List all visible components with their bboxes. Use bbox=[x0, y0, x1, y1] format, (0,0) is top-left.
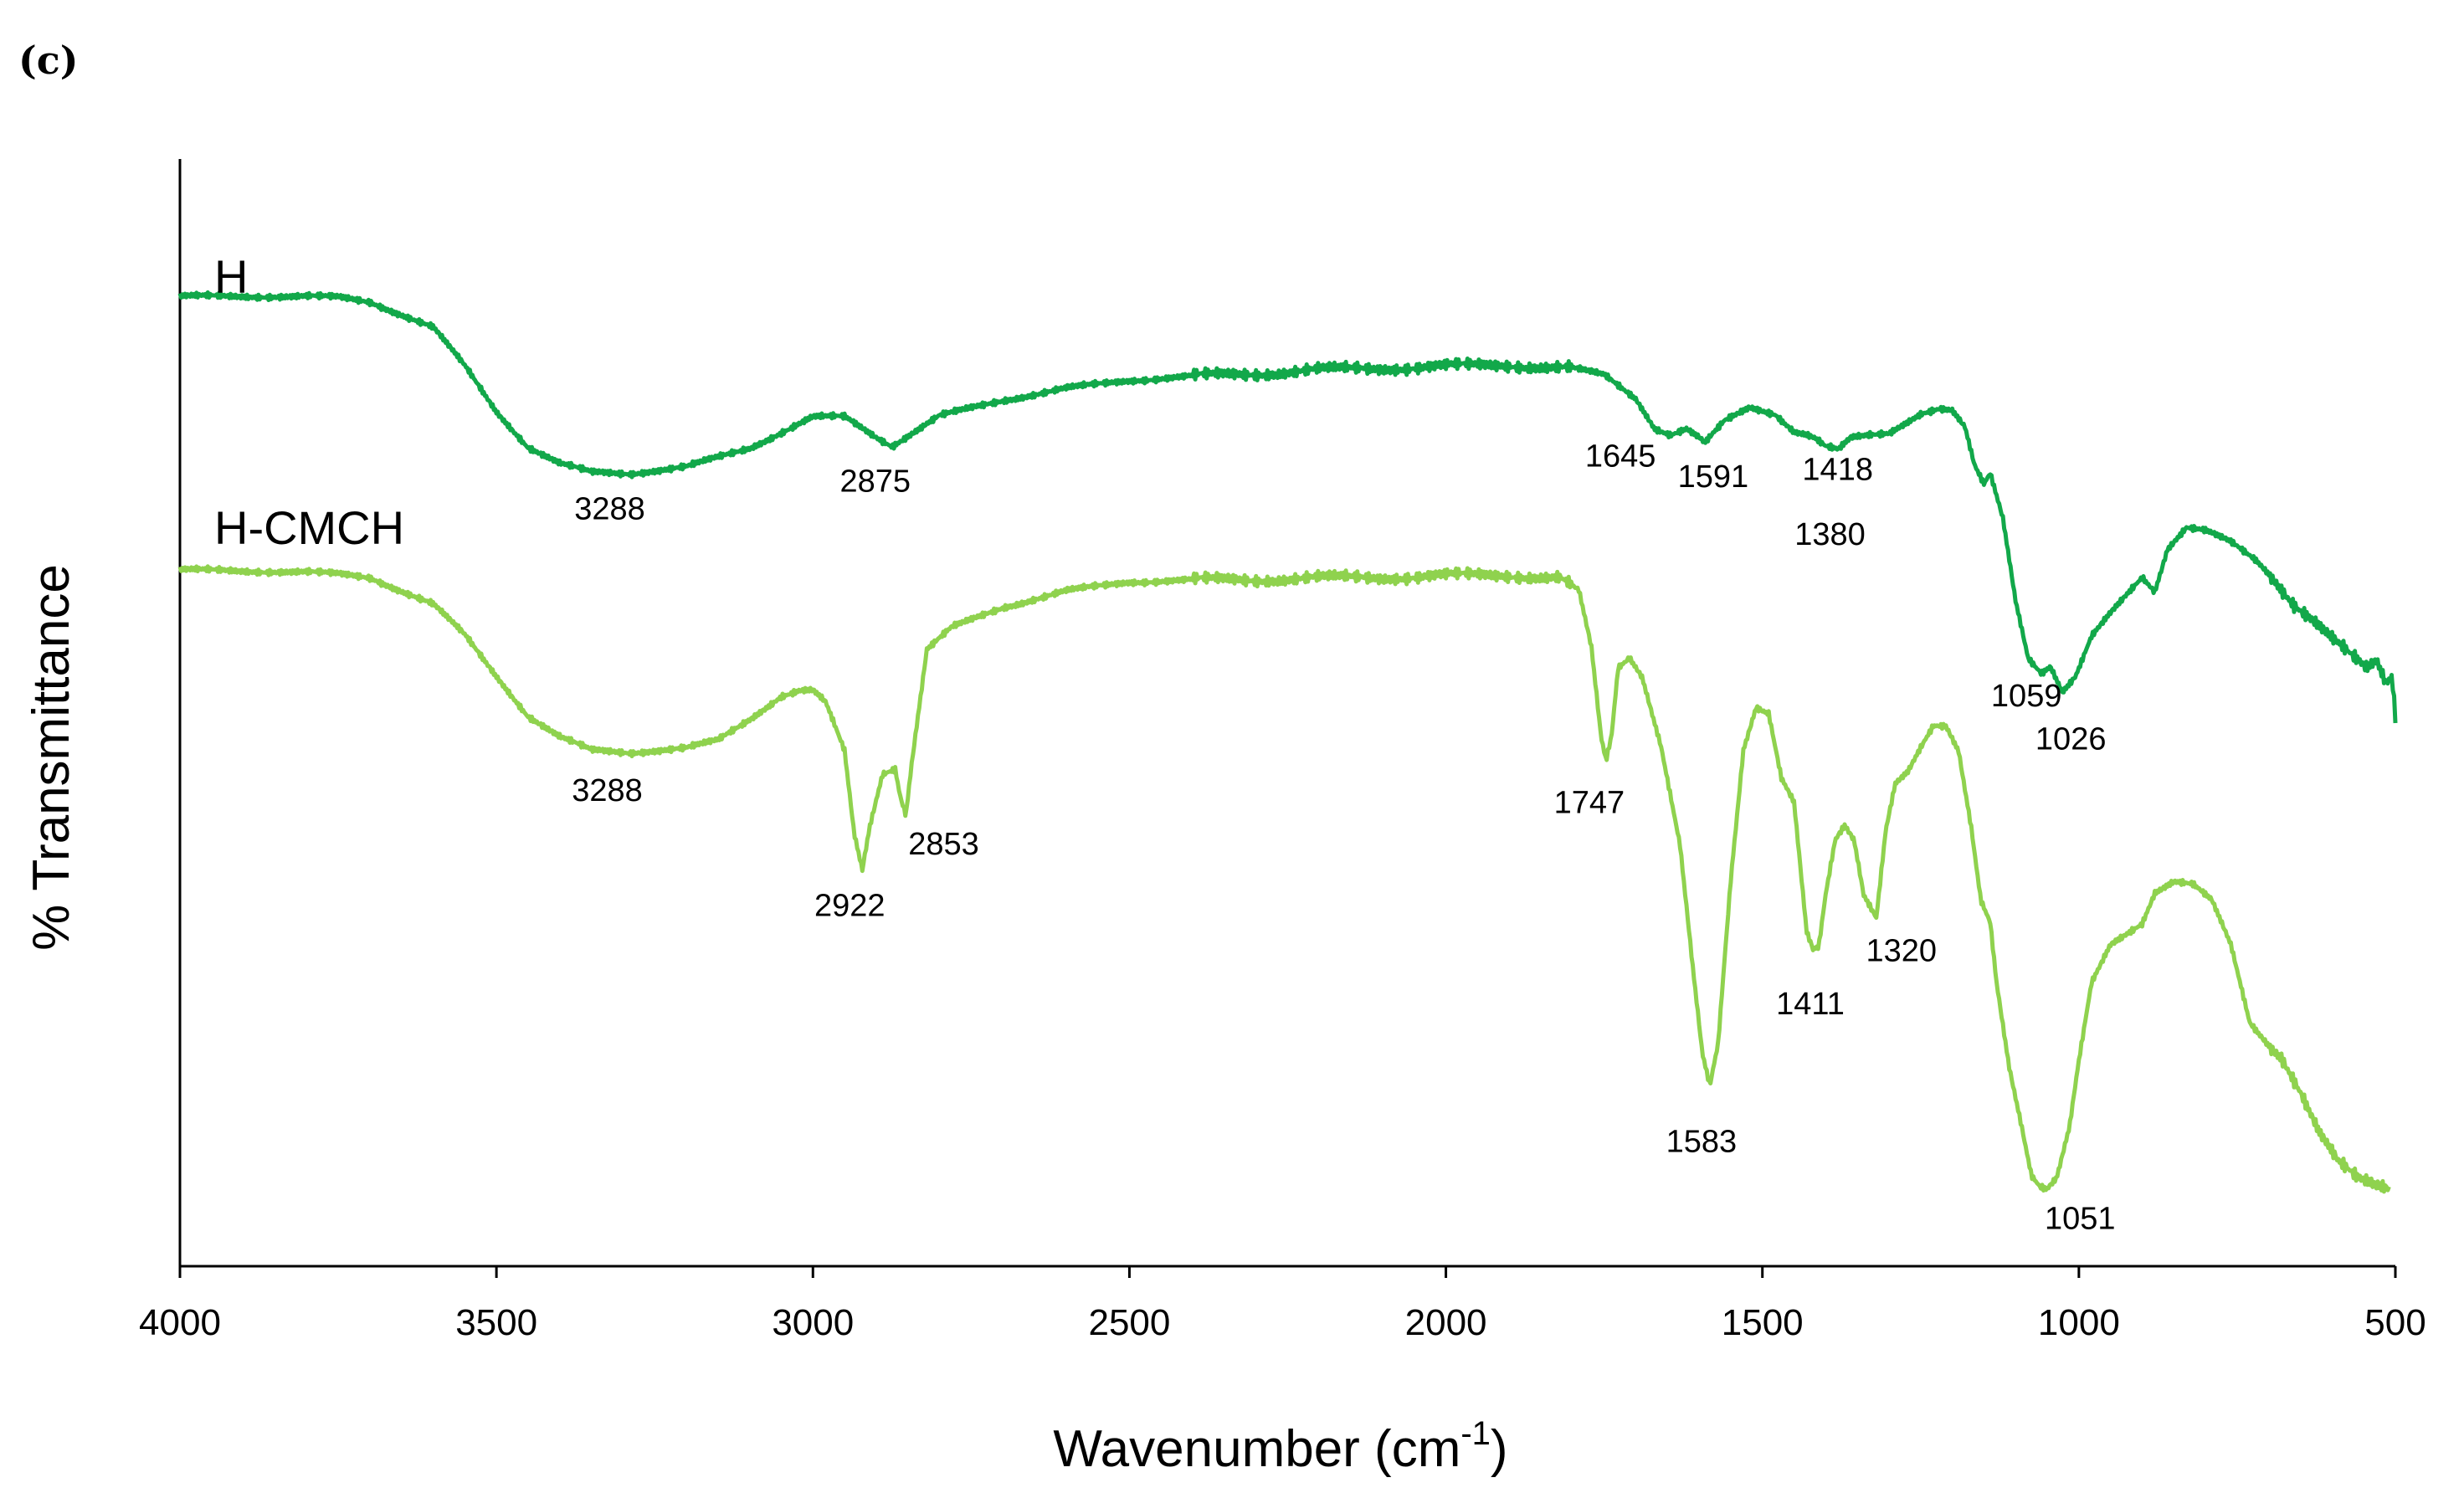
peak-label: 3288 bbox=[572, 773, 643, 808]
x-axis-title: Wavenumber (cm-1) bbox=[1053, 1415, 1507, 1478]
x-axis-title-close: ) bbox=[1491, 1420, 1508, 1478]
peak-label: 1051 bbox=[2045, 1201, 2116, 1236]
peak-label: 1591 bbox=[1678, 459, 1749, 495]
peak-label: 1411 bbox=[1776, 987, 1845, 1022]
x-tick-label: 3000 bbox=[772, 1302, 854, 1343]
x-axis-title-main: Wavenumber (cm bbox=[1053, 1420, 1460, 1478]
x-tick-label: 2000 bbox=[1405, 1302, 1487, 1343]
series-layer bbox=[177, 290, 2398, 1194]
panel-label: (c) bbox=[18, 38, 79, 83]
peak-label: 1418 bbox=[1802, 452, 1873, 487]
peak-label: 1645 bbox=[1585, 439, 1656, 474]
peak-label: 3288 bbox=[574, 492, 645, 527]
x-ticks: 4000 3500 3000 2500 2000 1500 1000 500 bbox=[139, 1266, 2426, 1343]
series-line-h-cmch bbox=[177, 564, 2391, 1194]
series-label-h: H bbox=[214, 250, 248, 303]
peak-label: 1380 bbox=[1794, 517, 1866, 552]
peak-label: 1320 bbox=[1866, 933, 1938, 968]
peak-label: 1583 bbox=[1666, 1125, 1738, 1160]
peak-label: 1059 bbox=[1991, 679, 2062, 714]
peak-label: 2853 bbox=[908, 827, 979, 862]
series-line-h bbox=[177, 290, 2398, 724]
peak-label: 1747 bbox=[1554, 786, 1625, 821]
peak-labels: 3288 2875 1645 1591 1418 1380 1059 1026 3288 2922… bbox=[572, 439, 2115, 1236]
x-tick-label: 4000 bbox=[139, 1302, 221, 1343]
axes bbox=[178, 159, 2395, 1268]
y-axis-title: % Transmittance bbox=[23, 564, 80, 951]
peak-label: 1026 bbox=[2035, 722, 2107, 757]
x-tick-label: 2500 bbox=[1088, 1302, 1170, 1343]
x-axis-title-sup: -1 bbox=[1460, 1415, 1491, 1452]
peak-label: 2875 bbox=[840, 464, 911, 500]
peak-label: 2922 bbox=[814, 888, 886, 923]
x-tick-label: 3500 bbox=[455, 1302, 537, 1343]
x-tick-label: 1000 bbox=[2038, 1302, 2120, 1343]
series-label-h-cmch: H-CMCH bbox=[214, 501, 404, 554]
x-tick-label: 1500 bbox=[1722, 1302, 1804, 1343]
x-tick-label: 500 bbox=[2364, 1302, 2426, 1343]
